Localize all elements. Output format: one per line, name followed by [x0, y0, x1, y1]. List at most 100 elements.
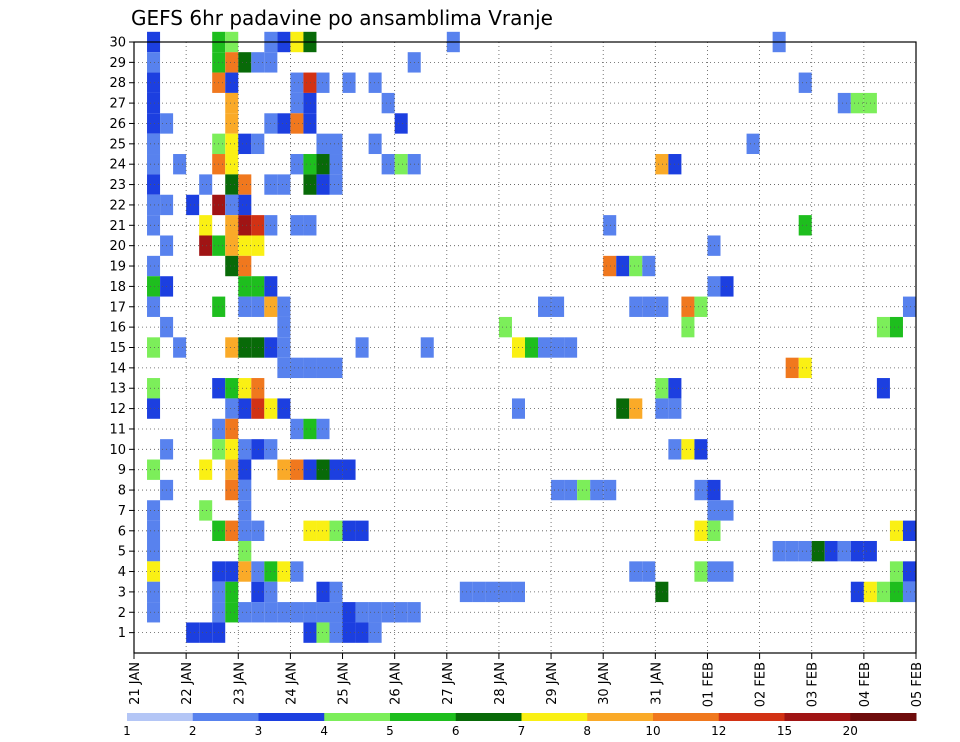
heatmap-cell — [225, 52, 239, 73]
heatmap-cell — [694, 296, 708, 317]
heatmap-cell — [303, 92, 317, 114]
colorbar-swatch — [521, 713, 588, 721]
x-tick-label: 01 FEB — [701, 662, 716, 707]
heatmap-cell — [147, 113, 161, 134]
heatmap-cell — [251, 296, 265, 317]
heatmap-cell — [225, 459, 239, 480]
heatmap-cell — [642, 296, 656, 317]
heatmap-cell — [707, 276, 721, 297]
heatmap-cell — [251, 561, 265, 582]
heatmap-cell — [225, 479, 239, 501]
heatmap-cell — [251, 215, 265, 236]
heatmap-cell — [381, 602, 395, 623]
heatmap-cell — [147, 154, 161, 175]
colorbar-label: 3 — [255, 724, 263, 738]
heatmap-cell — [303, 72, 317, 93]
heatmap-cell — [655, 398, 669, 419]
heatmap-cell — [277, 174, 291, 195]
heatmap-cell — [577, 479, 591, 501]
heatmap-cell — [329, 154, 343, 175]
heatmap-cell — [147, 194, 161, 216]
heatmap-cell — [394, 154, 408, 175]
heatmap-cell — [199, 500, 213, 521]
heatmap-cell — [251, 337, 265, 358]
heatmap-cell — [876, 316, 890, 338]
heatmap-cell — [368, 622, 382, 643]
heatmap-cell — [199, 622, 213, 643]
x-tick-label: 22 JAN — [180, 662, 195, 705]
heatmap-cell — [681, 439, 695, 460]
x-tick-label: 25 JAN — [337, 662, 352, 705]
y-tick-label: 12 — [109, 402, 126, 417]
heatmap-cell — [147, 459, 161, 480]
heatmap-cell — [147, 500, 161, 521]
heatmap-cell — [837, 92, 851, 114]
heatmap-cell — [902, 296, 916, 317]
heatmap-cell — [225, 255, 239, 277]
heatmap-cell — [173, 337, 187, 358]
heatmap-cell — [290, 92, 304, 114]
heatmap-cell — [902, 561, 916, 582]
y-tick-label: 15 — [109, 341, 126, 356]
x-tick-label: 21 JAN — [128, 662, 143, 705]
heatmap-cell — [147, 174, 161, 195]
heatmap-cell — [251, 581, 265, 603]
heatmap-cell — [551, 296, 565, 317]
heatmap-cell — [251, 439, 265, 460]
heatmap-cell — [277, 296, 291, 317]
heatmap-cell — [603, 479, 617, 501]
heatmap-cell — [329, 622, 343, 643]
x-tick-label: 31 JAN — [649, 662, 664, 705]
heatmap-cell — [368, 602, 382, 623]
heatmap-cell — [225, 337, 239, 358]
heatmap-cell — [824, 540, 838, 562]
heatmap-cell — [147, 581, 161, 603]
heatmap-cell — [681, 316, 695, 338]
heatmap-cell — [368, 72, 382, 93]
heatmap-cell — [225, 174, 239, 195]
heatmap-cell — [238, 540, 252, 562]
heatmap-cell — [681, 296, 695, 317]
y-tick-label: 27 — [109, 97, 126, 112]
heatmap-cell — [707, 520, 721, 541]
colorbar-label: 5 — [386, 724, 394, 738]
y-tick-label: 6 — [118, 524, 126, 539]
heatmap-cell — [303, 215, 317, 236]
heatmap-cell — [238, 602, 252, 623]
colorbar-label: 20 — [843, 724, 858, 738]
heatmap-cell — [147, 378, 161, 399]
y-tick-label: 24 — [109, 158, 126, 173]
heatmap-cell — [303, 602, 317, 623]
heatmap-cell — [238, 194, 252, 216]
heatmap-cell — [525, 337, 539, 358]
heatmap-cell — [147, 561, 161, 582]
heatmap-cell — [290, 113, 304, 134]
heatmap-cell — [303, 174, 317, 195]
heatmap-cell — [642, 255, 656, 277]
heatmap-cell — [225, 439, 239, 460]
heatmap-cell — [277, 561, 291, 582]
heatmap-cell — [655, 581, 669, 603]
chart-title: GEFS 6hr padavine po ansamblima Vranje — [131, 6, 553, 30]
heatmap-cell — [225, 418, 239, 440]
heatmap-cell — [186, 194, 200, 216]
heatmap-cell — [238, 561, 252, 582]
heatmap-cell — [329, 459, 343, 480]
heatmap-cell — [238, 174, 252, 195]
y-tick-label: 13 — [109, 382, 126, 397]
heatmap-cell — [629, 398, 643, 419]
x-tick-label: 28 JAN — [493, 662, 508, 705]
heatmap-cell — [290, 602, 304, 623]
heatmap-cell — [498, 581, 512, 603]
heatmap-cell — [251, 398, 265, 419]
heatmap-cell — [329, 174, 343, 195]
y-tick-label: 11 — [109, 422, 126, 437]
heatmap-cell — [472, 581, 486, 603]
heatmap-cell — [850, 540, 864, 562]
heatmap-cell — [199, 215, 213, 236]
y-tick-label: 22 — [109, 198, 126, 213]
heatmap-cell — [746, 133, 760, 155]
heatmap-cell — [889, 316, 903, 338]
colorbar-label: 10 — [645, 724, 660, 738]
